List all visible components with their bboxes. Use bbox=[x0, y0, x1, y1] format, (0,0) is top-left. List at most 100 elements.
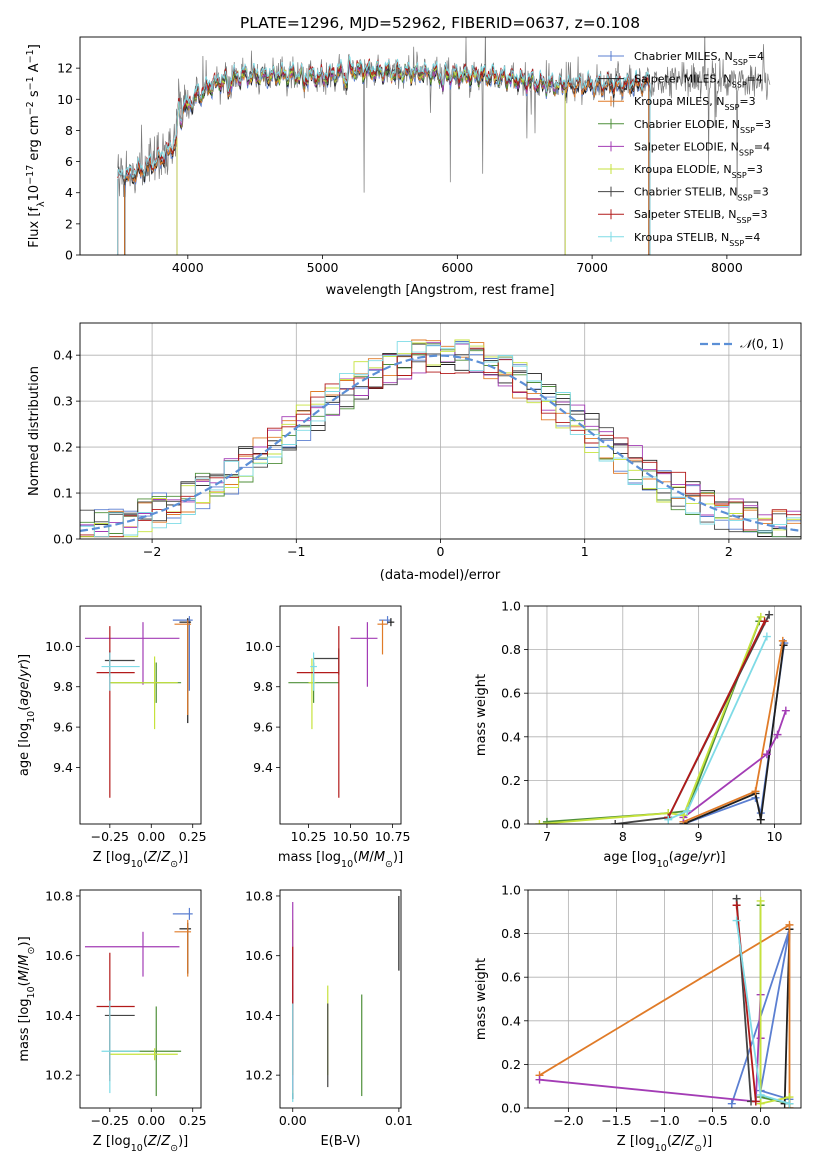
y-axis-label: age [log10(age/yr)] bbox=[17, 654, 37, 776]
weight-marker-kroupa-elodie bbox=[756, 612, 765, 621]
axes-spectrum: 4000 5000 6000 7000 8000 0 2 4 6 8 10 12 bbox=[57, 36, 802, 275]
panel-mass-vs-Z: −0.25 0.00 0.25 10.2 10.4 10.6 10.8 Z [log10(Z/… bbox=[17, 888, 207, 1153]
x-axis-label: wavelength [Angstrom, rest frame] bbox=[326, 283, 555, 298]
weight-marker-salpeter-miles bbox=[756, 815, 765, 824]
y-tick-label: 10.4 bbox=[45, 1008, 73, 1023]
legend-label-salpeter-miles-n-ssp-4: Salpeter MILES, NSSP=4 bbox=[634, 73, 763, 90]
plot-area-age-vs-Z bbox=[84, 616, 193, 798]
weight-marker-kroupa-stelib bbox=[664, 815, 673, 824]
x-tick-label: 4000 bbox=[172, 260, 204, 275]
plot-area-mass-vs-EBV bbox=[292, 895, 400, 1103]
y-tick-label: 9.8 bbox=[53, 679, 73, 694]
legend-label-salpeter-stelib-n-ssp-3: Salpeter STELIB, NSSP=3 bbox=[634, 208, 768, 225]
y-tick-label: 10.2 bbox=[245, 1068, 273, 1083]
panel-mass-weight-vs-Z: −2.0 −1.5 −1.0 −0.5 0.0 0.0 0.2 0.4 0.6 0.8 1.0 mas… bbox=[474, 883, 802, 1154]
x-tick-label: 0.00 bbox=[137, 1113, 165, 1128]
model-line-kroupa-stelib-n-ssp-4 bbox=[117, 54, 651, 180]
y-tick-label: 10.8 bbox=[45, 888, 73, 903]
y-tick-label: 4 bbox=[65, 185, 73, 200]
y-tick-label: 6 bbox=[65, 154, 73, 169]
figure-title: PLATE=1296, MJD=52962, FIBERID=0637, z=0… bbox=[240, 14, 640, 32]
y-tick-label: 0.2 bbox=[501, 1057, 521, 1072]
y-tick-label: 10 bbox=[57, 92, 73, 107]
y-tick-label: 0.8 bbox=[501, 926, 521, 941]
y-tick-label: 0.8 bbox=[501, 642, 521, 657]
y-tick-label: 0.6 bbox=[501, 970, 521, 985]
x-tick-label: 10.50 bbox=[333, 829, 369, 844]
plot-area-mass-vs-Z bbox=[84, 907, 193, 1097]
y-tick-label: 2 bbox=[65, 216, 73, 231]
y-tick-label: 0.2 bbox=[53, 440, 73, 455]
residual-histogram-kroupa-stelib bbox=[80, 341, 801, 538]
y-axis-label: mass [log10(M/M⊙)] bbox=[17, 936, 37, 1061]
x-tick-label: 0.0 bbox=[751, 1113, 771, 1128]
y-tick-label: 10.0 bbox=[45, 639, 73, 654]
x-tick-label: 1 bbox=[581, 544, 589, 559]
y-tick-label: 9.8 bbox=[253, 679, 273, 694]
legend-label-chabrier-stelib-n-ssp-3: Chabrier STELIB, NSSP=3 bbox=[634, 186, 769, 203]
y-tick-label: 0.2 bbox=[501, 773, 521, 788]
axes-mass-vs-EBV: 0.00 0.01 10.2 10.4 10.6 10.8 bbox=[245, 888, 413, 1128]
x-axis-label: (data-model)/error bbox=[380, 568, 501, 583]
weight-marker-salpeter-stelib bbox=[751, 1097, 760, 1106]
y-tick-label: 10.4 bbox=[245, 1008, 273, 1023]
y-tick-label: 10.0 bbox=[245, 639, 273, 654]
y-tick-label: 0.3 bbox=[53, 394, 73, 409]
plot-area-residuals bbox=[80, 323, 801, 539]
axes-residuals: −2 −1 0 1 2 0.0 0.1 0.2 0.3 0.4 bbox=[53, 322, 802, 559]
weight-marker-kroupa-stelib bbox=[785, 1099, 794, 1108]
x-tick-label: 8 bbox=[619, 829, 627, 844]
residual-histogram-kroupa-elodie bbox=[80, 339, 801, 538]
y-axis-label: Flux [fλ10−17 erg cm−2 s−1 A−1] bbox=[25, 44, 47, 248]
axes-frame bbox=[527, 889, 802, 1109]
x-tick-label: 0 bbox=[437, 544, 445, 559]
y-axis-label: Normed distribution bbox=[27, 366, 42, 496]
y-tick-label: 0.0 bbox=[501, 817, 521, 832]
axes-frame bbox=[79, 322, 802, 540]
legend-label-salpeter-elodie-n-ssp-4: Salpeter ELODIE, NSSP=4 bbox=[634, 140, 770, 157]
y-tick-label: 0.0 bbox=[501, 1101, 521, 1116]
y-tick-label: 0.4 bbox=[501, 1013, 521, 1028]
weight-marker-salpeter-stelib bbox=[760, 617, 769, 626]
weight-line-kroupa-elodie bbox=[539, 616, 762, 824]
y-tick-label: 9.4 bbox=[253, 760, 273, 775]
weight-marker-kroupa-elodie bbox=[756, 1099, 765, 1108]
y-tick-label: 0 bbox=[65, 248, 73, 263]
x-tick-label: 10 bbox=[767, 829, 783, 844]
x-axis-label: Z [log10(Z/Z⊙)] bbox=[93, 1134, 188, 1154]
y-tick-label: 10.6 bbox=[45, 948, 73, 963]
axes-age-vs-mass: 10.25 10.50 10.75 9.4 9.6 9.8 10.0 bbox=[245, 605, 411, 844]
weight-marker-salpeter-elodie bbox=[773, 730, 782, 739]
y-tick-label: 1.0 bbox=[501, 883, 521, 898]
y-axis-label: mass weight bbox=[474, 958, 489, 1040]
axes-mass-weight-vs-age: 7 8 9 10 0.0 0.2 0.4 0.6 0.8 1.0 bbox=[501, 599, 802, 844]
x-tick-label: 10.25 bbox=[291, 829, 327, 844]
x-tick-label: 10.75 bbox=[375, 829, 411, 844]
axes-mass-vs-Z: −0.25 0.00 0.25 10.2 10.4 10.6 10.8 bbox=[45, 888, 206, 1128]
weight-marker-salpeter-elodie bbox=[535, 1075, 544, 1084]
x-axis-label: mass [log10(M/M⊙)] bbox=[278, 850, 403, 870]
residual-histogram-salpeter-miles bbox=[80, 343, 801, 538]
weight-marker-kroupa-elodie bbox=[535, 820, 544, 824]
y-tick-label: 1.0 bbox=[501, 599, 521, 614]
x-tick-label: 9 bbox=[695, 829, 703, 844]
weight-marker-kroupa-elodie bbox=[756, 896, 765, 905]
y-tick-label: 9.6 bbox=[253, 720, 273, 735]
x-axis-label: E(B-V) bbox=[320, 1134, 360, 1149]
y-tick-label: 0.1 bbox=[53, 486, 73, 501]
x-tick-label: 7000 bbox=[576, 260, 608, 275]
x-tick-label: 0.25 bbox=[179, 829, 207, 844]
weight-line-salpeter-miles bbox=[683, 645, 785, 824]
plot-area-spectrum bbox=[117, 37, 771, 255]
weight-marker-kroupa-stelib bbox=[756, 1090, 765, 1099]
x-tick-label: −0.25 bbox=[91, 1113, 129, 1128]
x-tick-label: −1 bbox=[287, 544, 305, 559]
axes-frame bbox=[527, 605, 802, 825]
weight-marker-salpeter-stelib bbox=[732, 901, 741, 910]
y-axis-label: mass weight bbox=[474, 674, 489, 756]
y-tick-label: 12 bbox=[57, 61, 73, 76]
panel-age-vs-Z: −0.25 0.00 0.25 9.4 9.6 9.8 10.0 Z [log10(Z/Z⊙)… bbox=[17, 605, 207, 870]
x-tick-label: 7 bbox=[543, 829, 551, 844]
weight-marker-chabrier-stelib bbox=[611, 820, 620, 824]
